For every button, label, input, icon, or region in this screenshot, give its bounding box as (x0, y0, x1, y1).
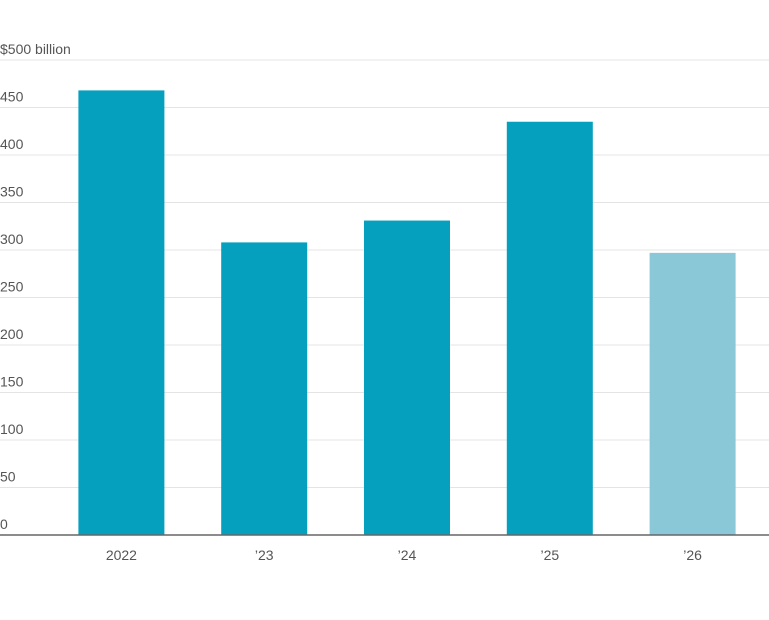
bar (221, 242, 308, 535)
y-tick-label: 50 (0, 469, 16, 485)
y-tick-label: $500 billion (0, 41, 71, 57)
y-tick-label: 250 (0, 279, 24, 295)
y-tick-label: 100 (0, 421, 24, 437)
y-tick-label: 0 (0, 516, 8, 532)
x-tick-label: ’24 (398, 547, 417, 563)
x-tick-label: ’25 (540, 547, 559, 563)
y-tick-label: 200 (0, 326, 24, 342)
y-tick-label: 400 (0, 136, 24, 152)
x-tick-label: ’26 (683, 547, 702, 563)
y-tick-label: 300 (0, 231, 24, 247)
y-tick-label: 150 (0, 374, 24, 390)
y-tick-label: 450 (0, 89, 24, 105)
bar (364, 220, 450, 536)
bar (649, 252, 736, 535)
x-tick-label: 2022 (106, 547, 137, 563)
y-tick-label: 350 (0, 184, 24, 200)
bar (78, 90, 165, 536)
bar (506, 121, 593, 535)
x-tick-label: ’23 (255, 547, 274, 563)
